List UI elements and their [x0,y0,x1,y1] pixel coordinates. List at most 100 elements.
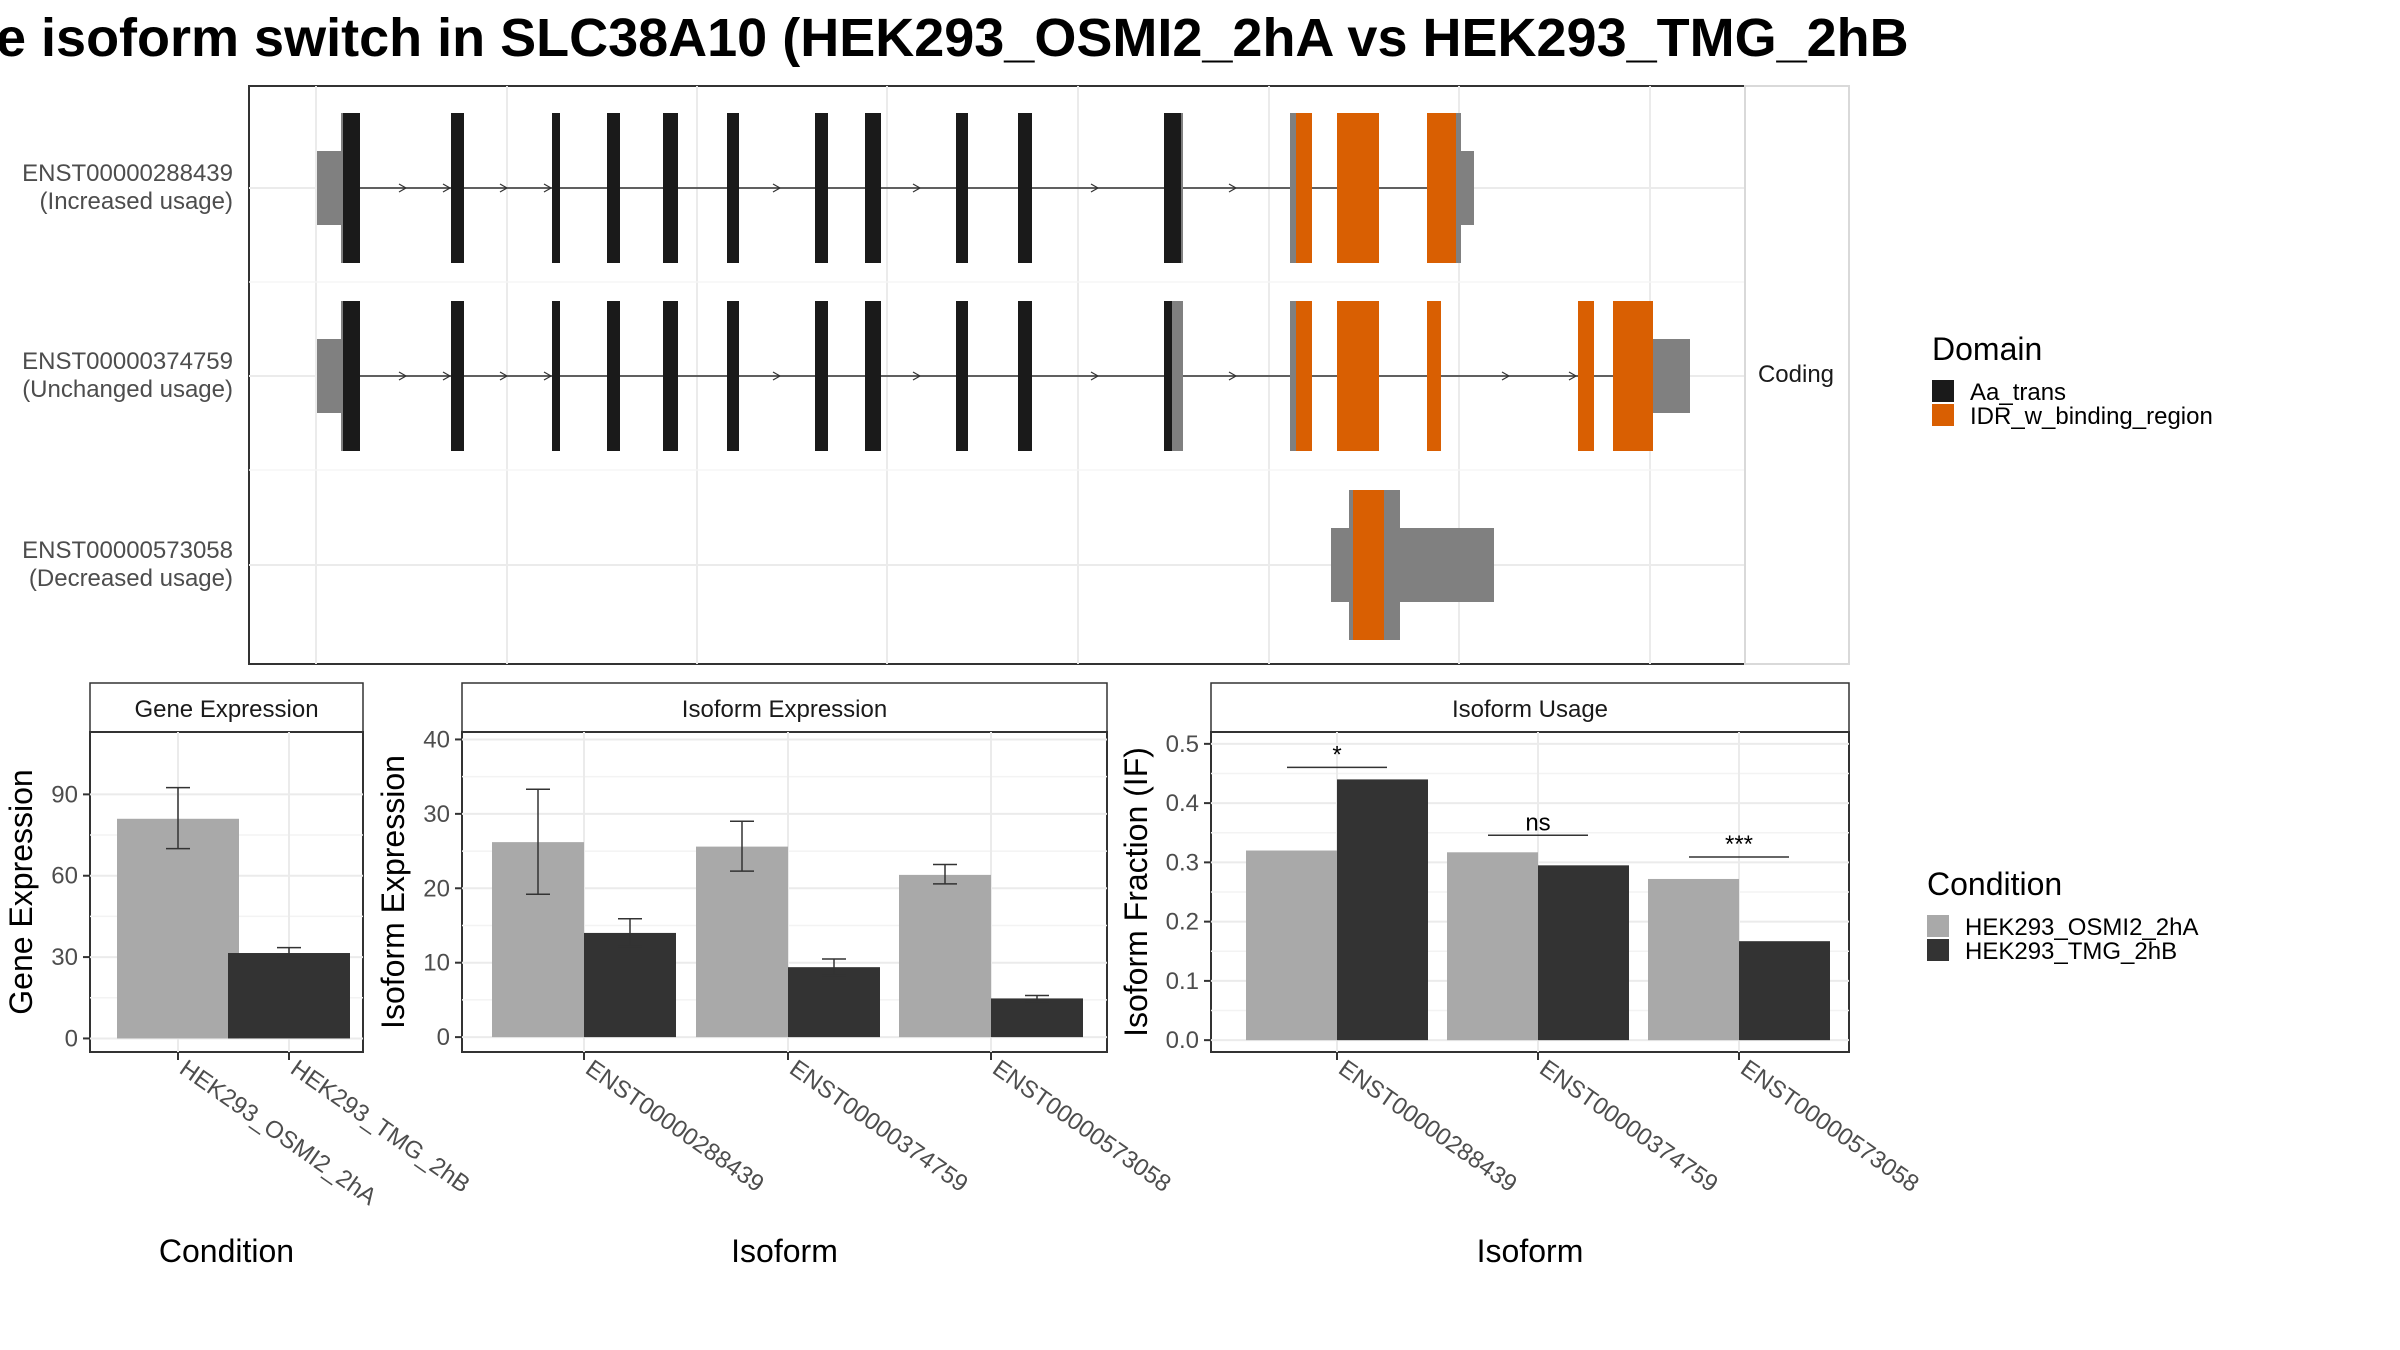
legend-swatch-cond-a [1927,915,1949,937]
transcript-lane-3 [1331,490,1494,640]
x-tick-label: ENST00000374759 [1535,1055,1723,1198]
isoform-expression-x-label: Isoform [731,1233,838,1269]
bar-ENST00000374759-cond-b [788,967,880,1038]
aa-trans-domain-exon [956,113,968,263]
aa-trans-domain-exon [1164,113,1172,263]
domain-legend-title: Domain [1932,331,2042,367]
intron-arrow [442,183,452,193]
y-tick-label: 0.2 [1166,909,1199,936]
utr-segment [1456,151,1474,225]
bar-ENST00000288439-cond-b [1337,779,1428,1041]
bar-ENST00000573058-cond-a [1648,878,1739,1041]
utr-segment [1349,490,1353,640]
isoform-usage-y-label: Isoform Fraction (IF) [1118,747,1154,1037]
y-tick-label: 0.1 [1166,968,1199,995]
intron-arrow [1090,371,1100,381]
y-tick-label: 30 [423,801,450,828]
intron-arrow [499,183,509,193]
gene-expression-x-label: Condition [159,1233,294,1269]
x-tick-label: HEK293_OSMI2_2hA [175,1055,382,1211]
y-tick-label: 60 [51,863,78,890]
isoform-expression-panel: Isoform Expression 0 10 20 30 40 ENST00000288… [375,682,1176,1269]
utr-segment [317,151,343,225]
bar-HEK293_TMG_2hB [228,953,350,1039]
idr-domain-exon [1337,113,1379,263]
legend-label-idr: IDR_w_binding_region [1970,403,2213,430]
aa-trans-domain-exon [1018,113,1032,263]
isoform-usage-panel: Isoform Usage 0.0 0.1 0.2 0.3 0.4 0.5 * ns *** EN… [1118,682,1924,1269]
y-tick-label: 0 [437,1024,450,1051]
intron-arrow [442,371,452,381]
isoform-usage-x-label: Isoform [1477,1233,1584,1269]
idr-domain-exon [1427,113,1456,263]
idr-domain-exon [1296,113,1312,263]
aa-trans-domain-exon [552,301,560,451]
bar-ENST00000573058-cond-b [991,998,1083,1038]
aa-trans-domain-exon [663,113,678,263]
x-tick-label: ENST00000288439 [581,1055,769,1198]
transcript-lane-1 [317,113,1474,263]
intron-arrow [1090,183,1100,193]
facet-strip [1744,85,1850,665]
aa-trans-domain-exon [815,113,828,263]
x-tick-label: ENST00000573058 [1736,1055,1924,1198]
bar-HEK293_OSMI2_2hA [117,818,239,1039]
idr-domain-exon [1613,301,1653,451]
aa-trans-domain-exon [607,301,620,451]
facet-label: Coding [1758,361,1834,388]
aa-trans-domain-exon [451,301,464,451]
intron-arrow [1228,183,1238,193]
aa-trans-domain-exon [727,301,739,451]
significance-label: *** [1725,831,1753,858]
transcript-usage-3: (Decreased usage) [29,565,233,592]
transcript-structure-panel: Coding ENST00000288439 (Increased usage)… [22,85,1850,665]
legend-swatch-idr [1932,404,1954,426]
transcript-id-3: ENST00000573058 [22,537,233,564]
idr-domain-exon [1353,490,1384,640]
intron-arrow [772,371,782,381]
isoform-usage-strip [1210,682,1850,733]
gene-expression-strip [89,682,364,733]
aa-trans-domain-exon [727,113,739,263]
gene-expression-y-label: Gene Expression [3,769,39,1014]
utr-segment [1652,339,1690,413]
idr-domain-exon [1296,301,1312,451]
transcript-id-2: ENST00000374759 [22,348,233,375]
aa-trans-domain-exon [865,113,881,263]
intron-arrow [543,183,553,193]
utr-segment [1172,301,1183,451]
legend-label-cond-a: HEK293_OSMI2_2hA [1965,914,2198,941]
intron-arrow [499,371,509,381]
intron-arrow [912,371,922,381]
transcript-usage-2: (Unchanged usage) [22,376,233,403]
isoform-expression-strip-title: Isoform Expression [682,696,887,723]
structure-lanes [317,113,1690,640]
intron-arrow [398,183,408,193]
utr-segment [317,339,343,413]
bar-ENST00000288439-cond-b [584,932,676,1038]
aa-trans-domain-exon [815,301,828,451]
significance-label: ns [1525,809,1550,836]
bar-ENST00000288439-cond-a [1246,850,1337,1041]
aa-trans-domain-exon [552,113,560,263]
utr-segment [1290,113,1296,263]
bar-ENST00000374759-cond-a [1447,852,1538,1041]
x-tick-label: ENST00000573058 [988,1055,1176,1198]
bar-ENST00000573058-cond-a [899,874,991,1038]
legend-swatch-aa-trans [1932,380,1954,402]
bar-ENST00000374759-cond-b [1538,865,1629,1041]
isoform-usage-strip-title: Isoform Usage [1452,696,1608,723]
aa-trans-domain-exon [1164,301,1172,451]
y-tick-label: 10 [423,950,450,977]
transcript-id-1: ENST00000288439 [22,160,233,187]
y-tick-label: 30 [51,944,78,971]
bar-ENST00000374759-cond-a [696,846,788,1038]
condition-legend: Condition HEK293_OSMI2_2hA HEK293_TMG_2h… [1927,866,2198,965]
aa-trans-domain-exon [663,301,678,451]
aa-trans-domain-exon [451,113,464,263]
intron-arrow [543,371,553,381]
transcript-lane-2 [317,301,1690,451]
y-tick-label: 0.4 [1166,790,1199,817]
intron-arrow [772,183,782,193]
